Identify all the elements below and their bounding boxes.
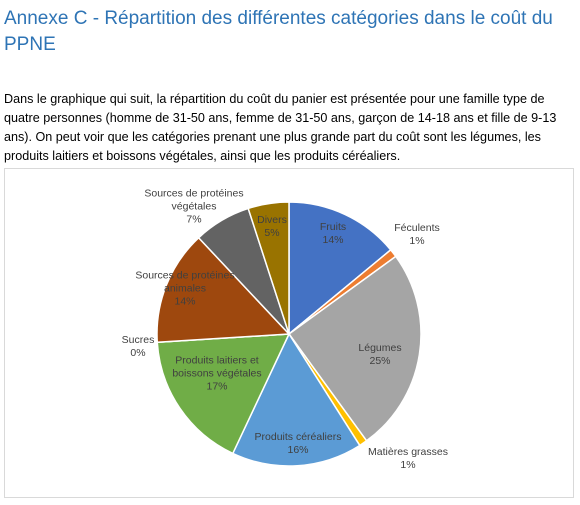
chart-frame	[4, 168, 574, 498]
value-label: 14%	[174, 295, 196, 308]
category-label: Légumes	[358, 342, 402, 354]
category-label: Fruits	[319, 221, 347, 233]
category-label: Sources de protéines végétales	[144, 187, 244, 213]
slice-label: Sources de protéines végétales 7%	[138, 188, 250, 227]
slice-label: Divers 5%	[216, 214, 328, 240]
category-label: Matières grasses	[368, 446, 448, 458]
slice-label: Légumes 25%	[324, 342, 436, 368]
slice-label: Fruits 14%	[277, 221, 389, 247]
category-label: Produits céréaliers	[254, 431, 342, 443]
value-label: 17%	[206, 380, 228, 393]
value-label: 0%	[130, 347, 146, 359]
slice-label: Produits céréaliers 16%	[242, 431, 354, 457]
pie-slice	[288, 201, 392, 336]
slice-label: Féculents 1%	[361, 222, 473, 248]
slice-label: Matières grasses 1%	[352, 446, 464, 472]
value-label: 25%	[369, 355, 391, 367]
category-label: Sources de protéines animales	[135, 269, 235, 295]
pie-slice	[247, 201, 290, 335]
value-label: 1%	[400, 459, 416, 471]
pie-slice	[287, 255, 422, 442]
value-label: 16%	[287, 444, 309, 456]
value-label: 5%	[264, 227, 280, 239]
category-label: Sucres	[121, 334, 155, 346]
value-label: 1%	[409, 235, 425, 247]
slice-label: Produits laitiers et boissons végétales 1…	[161, 355, 273, 394]
slice-label: Sources de protéines animales 14%	[129, 270, 241, 309]
category-label: Divers	[257, 214, 287, 226]
paragraph: Dans le graphique qui suit, la répartiti…	[4, 92, 557, 163]
category-label: Produits laitiers et boissons végétales	[172, 354, 262, 380]
category-label: Féculents	[394, 222, 440, 234]
pie-slice	[156, 236, 291, 344]
pie-slice	[231, 332, 361, 467]
heading: Annexe C - Répartition des différentes c…	[4, 8, 553, 55]
slice-label: Sucres 0%	[82, 334, 194, 360]
value-label: 14%	[322, 234, 344, 246]
value-label: 7%	[186, 213, 202, 226]
pie-slice	[156, 333, 291, 455]
